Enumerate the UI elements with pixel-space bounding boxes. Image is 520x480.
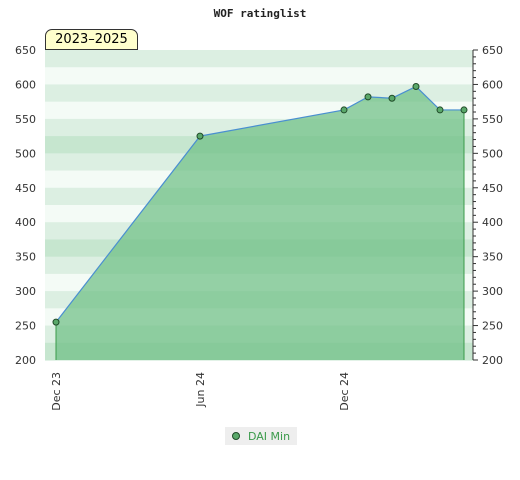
y-tick-label-left: 200 xyxy=(15,354,36,367)
y-tick-label-left: 500 xyxy=(15,147,36,160)
grid-band xyxy=(45,67,473,85)
y-tick-label-right: 600 xyxy=(482,78,503,91)
legend-marker xyxy=(232,432,240,440)
y-axis-left: 200 250 300 350 400 450 500 550 600 650 xyxy=(15,44,36,367)
y-tick-label-left: 250 xyxy=(15,320,36,333)
series-line xyxy=(55,85,464,323)
data-points xyxy=(52,83,468,326)
y-tick-label-left: 400 xyxy=(15,216,36,229)
data-point xyxy=(196,132,204,140)
y-tick-label-left: 350 xyxy=(15,251,36,264)
y-tick-label-left: 300 xyxy=(15,285,36,298)
y-tick-label-left: 600 xyxy=(15,78,36,91)
data-point xyxy=(388,94,396,102)
y-tick-label-right: 500 xyxy=(482,147,503,160)
date-range-label: 2023–2025 xyxy=(55,32,128,47)
grid-band xyxy=(45,50,473,68)
legend[interactable]: DAI Min xyxy=(225,427,297,445)
y-tick-label-right: 650 xyxy=(482,44,503,57)
edge-lines xyxy=(55,109,465,360)
x-tick-label: Dec 23 xyxy=(50,372,63,411)
legend-label: DAI Min xyxy=(248,429,291,443)
data-point xyxy=(460,106,468,114)
y-tick-label-right: 450 xyxy=(482,182,503,195)
date-range-badge: 2023–2025 xyxy=(45,29,138,50)
y-tick-label-right: 250 xyxy=(482,320,503,333)
area-fill xyxy=(56,86,464,360)
data-point xyxy=(364,93,372,101)
series-line-path xyxy=(55,85,464,323)
y-axis-right: 200 250 300 350 400 450 500 550 600 650 xyxy=(472,44,503,367)
y-tick-label-right: 350 xyxy=(482,251,503,264)
y-tick-label-left: 550 xyxy=(15,113,36,126)
data-point xyxy=(52,318,60,326)
x-tick-label: Jun 24 xyxy=(194,372,207,408)
y-tick-label-right: 200 xyxy=(482,354,503,367)
y-tick-label-left: 650 xyxy=(15,44,36,57)
y-tick-label-right: 400 xyxy=(482,216,503,229)
y-tick-label-left: 450 xyxy=(15,182,36,195)
y-tick-label-right: 300 xyxy=(482,285,503,298)
data-point xyxy=(436,106,444,114)
area-path xyxy=(56,86,464,360)
chart-title: WOF ratinglist xyxy=(214,7,307,20)
y-tick-label-right: 550 xyxy=(482,113,503,126)
x-tick-label: Dec 24 xyxy=(338,372,351,411)
x-axis: Dec 23 Jun 24 Dec 24 xyxy=(50,372,351,411)
data-point xyxy=(412,83,420,91)
data-point xyxy=(340,106,348,114)
